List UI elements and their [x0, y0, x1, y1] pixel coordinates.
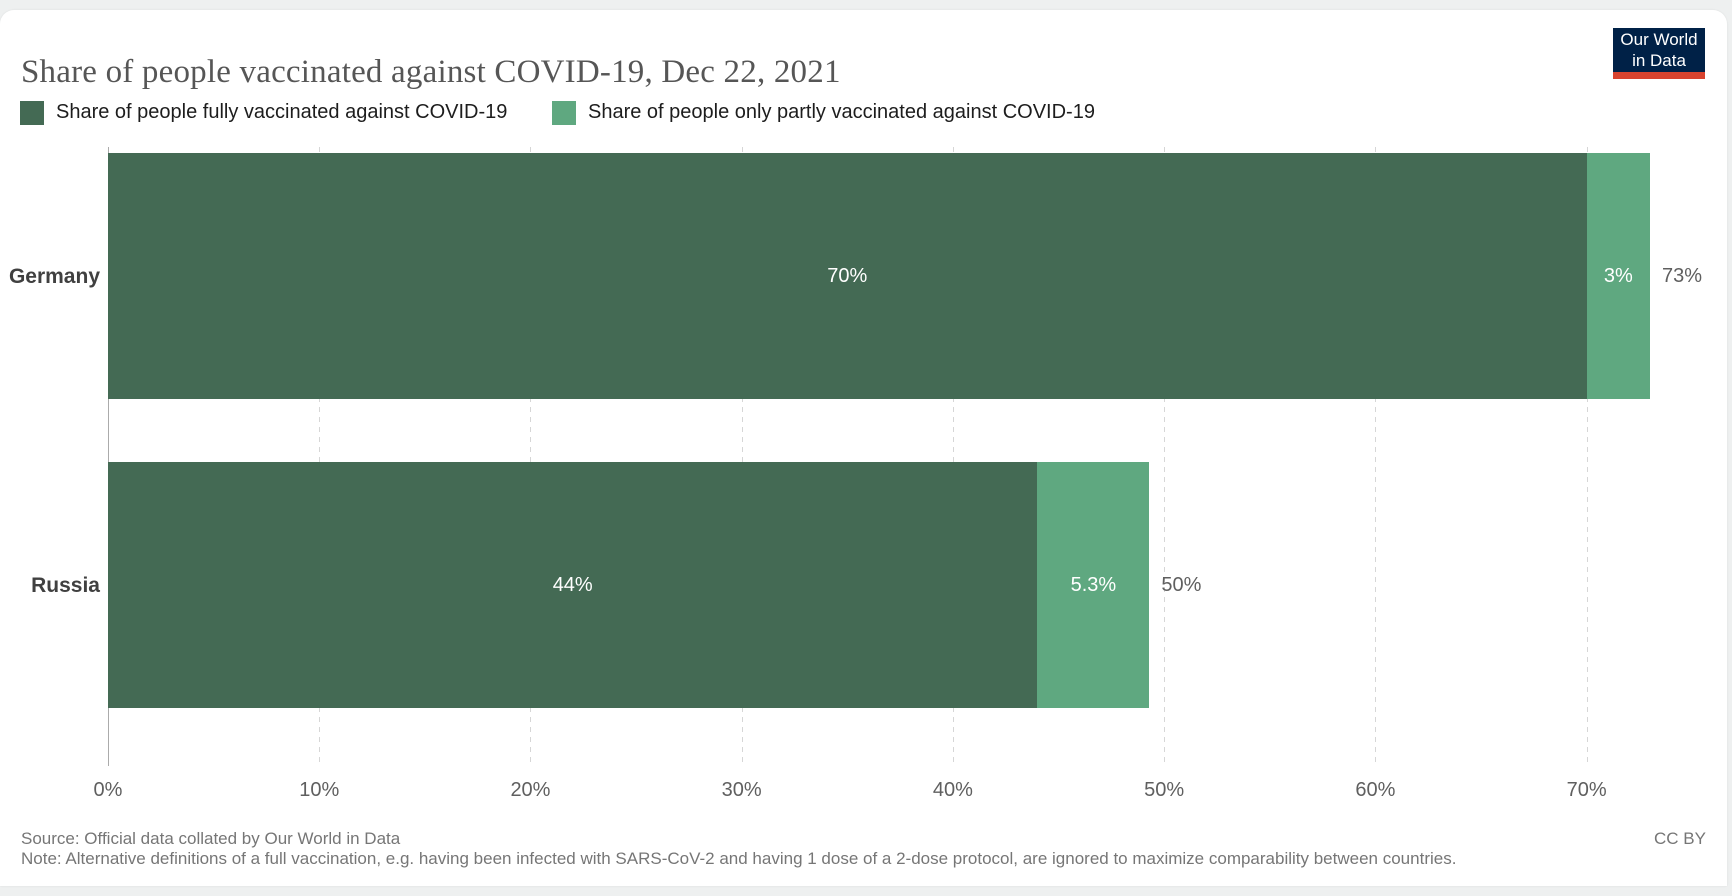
legend-swatch-fully-icon [20, 100, 44, 125]
note-line: Note: Alternative definitions of a full … [21, 849, 1457, 868]
x-tick-40%: 40% [932, 779, 973, 801]
x-tick-30%: 30% [721, 779, 762, 801]
x-tick-50%: 50% [1144, 779, 1185, 801]
x-tick-60%: 60% [1355, 779, 1396, 801]
x-tick-70%: 70% [1566, 779, 1607, 801]
legend-item-fully-vaccinated[interactable]: Share of people fully vaccinated against… [20, 100, 507, 125]
chart-card: Share of people vaccinated against COVID… [0, 10, 1727, 886]
x-tick-10%: 10% [299, 779, 340, 801]
legend-label: Share of people only partly vaccinated a… [588, 101, 1095, 123]
category-label-germany: Germany [8, 265, 100, 288]
bar-value-label: 5.3% [1070, 573, 1117, 596]
legend-item-partly-vaccinated[interactable]: Share of people only partly vaccinated a… [552, 100, 1095, 125]
x-tick-20%: 20% [510, 779, 551, 801]
owid-logo[interactable]: Our World in Data [1613, 28, 1705, 79]
bar-row-russia[interactable]: 44% 5.3% [108, 462, 1150, 708]
x-tick-0%: 0% [93, 779, 123, 801]
owid-logo-line1: Our World [1620, 30, 1698, 49]
total-label-russia: 50% [1161, 574, 1202, 596]
bar-segment-fully-germany[interactable]: 70% [108, 153, 1587, 399]
legend-swatch-partly-icon [552, 100, 576, 125]
bar-value-label: 3% [1603, 264, 1633, 287]
bar-chart-plot-area: Germany Russia 70% 3% 44% 5.3% 73% 50% 0… [0, 10, 1732, 896]
bar-segment-partly-russia[interactable]: 5.3% [1037, 462, 1150, 708]
source-line: Source: Official data collated by Our Wo… [21, 829, 401, 848]
bar-value-label: 70% [827, 264, 868, 287]
bar-segment-partly-germany[interactable]: 3% [1586, 153, 1650, 399]
category-label-russia: Russia [31, 574, 100, 597]
bar-row-germany[interactable]: 70% 3% [108, 153, 1650, 399]
owid-logo-line2: in Data [1632, 51, 1686, 70]
legend-label: Share of people fully vaccinated against… [56, 101, 508, 123]
total-label-germany: 73% [1662, 265, 1703, 287]
bar-value-label: 44% [552, 573, 593, 596]
chart-title: Share of people vaccinated against COVID… [21, 54, 841, 91]
license-label[interactable]: CC BY [1654, 829, 1706, 848]
bar-segment-fully-russia[interactable]: 44% [108, 462, 1038, 708]
